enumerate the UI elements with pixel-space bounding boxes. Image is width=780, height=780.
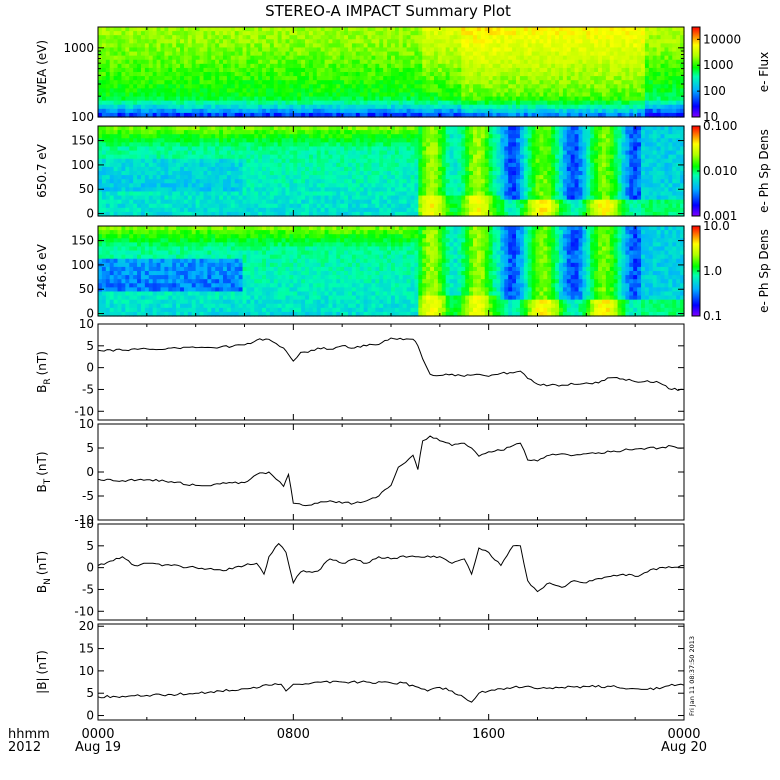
colorbar-1 bbox=[691, 26, 701, 118]
y-tick-label: 10 bbox=[79, 664, 94, 678]
time-tick-label: 1600 bbox=[472, 727, 505, 742]
y-axis-label: BN(nT) bbox=[35, 551, 53, 593]
y-tick-label: 0 bbox=[86, 307, 94, 321]
y-axis-label: SWEA (eV) bbox=[35, 40, 49, 104]
time-tick-label: 0800 bbox=[277, 727, 310, 742]
y-tick-label: 5 bbox=[86, 339, 94, 353]
colorbar-tick-label: 0.010 bbox=[703, 164, 737, 178]
y-tick-label: -10 bbox=[74, 513, 94, 527]
colorbar-tick-label: 10.0 bbox=[703, 219, 730, 233]
series-line-4 bbox=[97, 337, 685, 391]
colorbar-tick-label: 0.1 bbox=[703, 309, 722, 323]
y-tick-label: 0 bbox=[86, 465, 94, 479]
y-tick-label: -10 bbox=[74, 404, 94, 418]
panel-4: BR(nT) -10 -5 0 5 10 bbox=[35, 317, 685, 421]
panel-6: BN(nT) -10 -5 0 5 10 bbox=[35, 517, 685, 621]
time-date-label: Aug 19 bbox=[75, 740, 121, 755]
spectrogram-3 bbox=[98, 226, 685, 317]
y-axis-label: 246.6 eV bbox=[35, 243, 49, 298]
panel-frame bbox=[97, 523, 685, 621]
y-axis-label: BR(nT) bbox=[35, 351, 53, 393]
y-tick-label: 10 bbox=[79, 317, 94, 331]
colorbar-label: e- Flux bbox=[757, 52, 771, 92]
colorbar-tick-label: 10000 bbox=[703, 32, 741, 46]
y-tick-label: -5 bbox=[82, 489, 94, 503]
y-tick-label: 150 bbox=[71, 234, 94, 248]
y-tick-label: 100 bbox=[71, 110, 94, 124]
panel-frame bbox=[97, 423, 685, 521]
colorbar-tick-label: 0.100 bbox=[703, 119, 737, 133]
y-axis-label: |B|(nT) bbox=[35, 650, 49, 694]
y-tick-label: 0 bbox=[86, 709, 94, 723]
panel-5: BT(nT) -10 -5 0 5 10 bbox=[35, 417, 685, 527]
y-tick-label: 0 bbox=[86, 361, 94, 375]
series-line-7 bbox=[97, 680, 685, 703]
y-tick-label: -10 bbox=[74, 604, 94, 618]
y-tick-label: 5 bbox=[86, 441, 94, 455]
y-tick-label: -5 bbox=[82, 582, 94, 596]
y-tick-label: -5 bbox=[82, 382, 94, 396]
time-tick-label: 0000 bbox=[667, 727, 700, 742]
y-tick-label: 20 bbox=[79, 619, 94, 633]
colorbar-tick-label: 10 bbox=[703, 110, 718, 124]
y-axis-label: BT(nT) bbox=[35, 451, 53, 492]
colorbar-label: e- Ph Sp Dens bbox=[757, 129, 771, 213]
spectrogram-1 bbox=[98, 27, 685, 118]
y-tick-label: 150 bbox=[71, 134, 94, 148]
panel-2: 0.001 0.010 0.100 e- Ph Sp Dens 0 50 100 150 650… bbox=[35, 119, 771, 223]
series-line-6 bbox=[97, 542, 685, 593]
colorbar-tick-label: 100 bbox=[703, 84, 726, 98]
y-tick-label: 50 bbox=[79, 182, 94, 196]
y-tick-label: 50 bbox=[79, 282, 94, 296]
colorbar-tick-label: 1.0 bbox=[703, 264, 722, 278]
y-tick-label: 100 bbox=[71, 258, 94, 272]
y-tick-label: 0 bbox=[86, 207, 94, 221]
chart-title: STEREO-A IMPACT Summary Plot bbox=[265, 2, 511, 20]
y-tick-label: 100 bbox=[71, 158, 94, 172]
y-axis-label: 650.7 eV bbox=[35, 143, 49, 198]
series-line-5 bbox=[97, 435, 685, 507]
y-tick-label: 1000 bbox=[63, 41, 94, 55]
y-tick-label: 10 bbox=[79, 417, 94, 431]
time-year-label: 2012 bbox=[8, 740, 41, 755]
panel-frame bbox=[97, 623, 685, 721]
panel-1: 10 100 1000 10000 e- Flux 100 1000 SWEA (eV) bbox=[35, 26, 771, 124]
y-tick-label: 0 bbox=[86, 561, 94, 575]
colorbar-label: e- Ph Sp Dens bbox=[757, 229, 771, 313]
time-row-label: hhmm bbox=[8, 727, 50, 742]
colorbar-tick-label: 1000 bbox=[703, 58, 734, 72]
time-date-label: Aug 20 bbox=[661, 740, 707, 755]
y-tick-label: 5 bbox=[86, 539, 94, 553]
timestamp-stamp: Fri Jan 11 08:37:50 2013 bbox=[688, 636, 696, 716]
panel-3: 0.1 1.0 10.0 e- Ph Sp Dens 0 50 100 150 246.6 eV bbox=[35, 219, 771, 323]
spectrogram-2 bbox=[98, 126, 685, 217]
y-tick-label: 10 bbox=[79, 517, 94, 531]
y-tick-label: 15 bbox=[79, 642, 94, 656]
y-tick-label: 5 bbox=[86, 686, 94, 700]
colorbar-tick-label: 0.001 bbox=[703, 209, 737, 223]
panel-7: |B|(nT) 0 5 10 15 20 bbox=[35, 619, 685, 723]
time-tick-label: 0000 bbox=[81, 727, 114, 742]
